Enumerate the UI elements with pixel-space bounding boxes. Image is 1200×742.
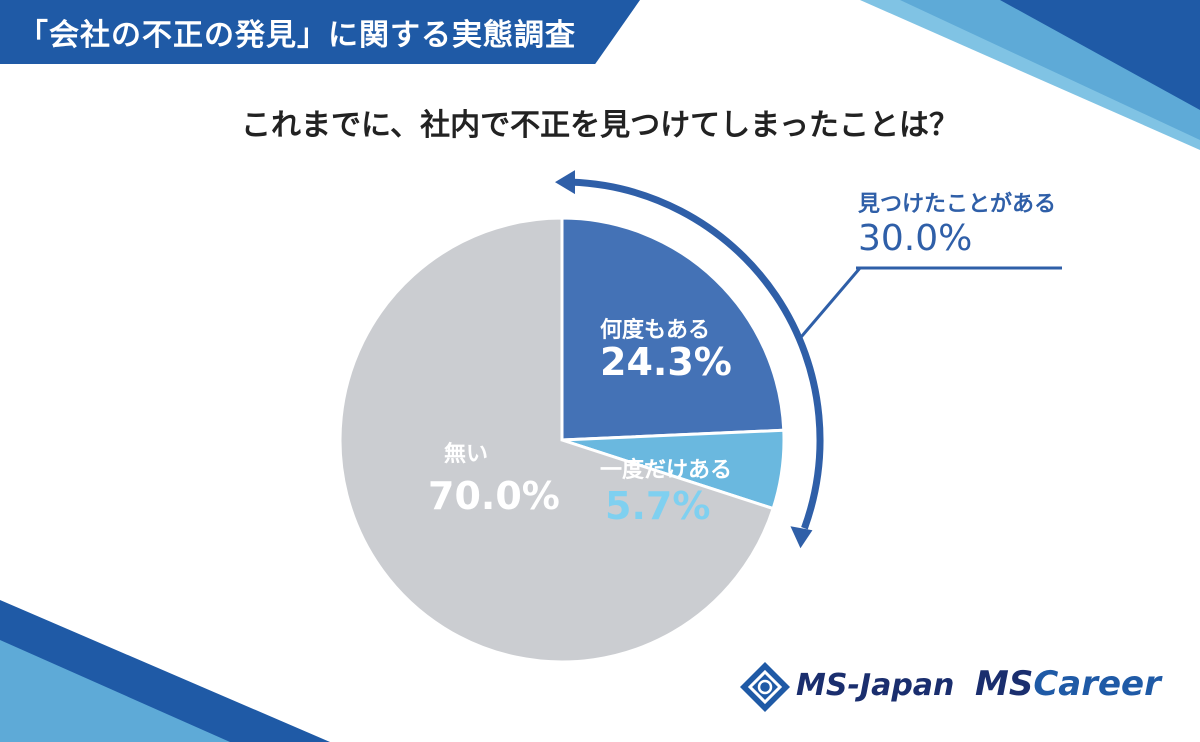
slice-none bbox=[338, 216, 776, 664]
slice-label-many: 何度もある bbox=[600, 318, 711, 343]
slice-label-once: 一度だけある bbox=[600, 458, 733, 483]
callout-arc bbox=[570, 178, 824, 530]
ms-career-logo-career: Career bbox=[1033, 664, 1161, 704]
slice-label-none: 無い bbox=[444, 442, 489, 467]
header-banner bbox=[0, 0, 640, 64]
slice-value-many: 24.3% bbox=[600, 340, 732, 384]
callout-leader-line bbox=[798, 267, 862, 340]
callout-label: 見つけたことがある bbox=[858, 192, 1057, 217]
ms-career-logo-ms: MS bbox=[975, 664, 1034, 704]
header-title: 「会社の不正の発見」に関する実態調査 bbox=[18, 18, 576, 53]
ms-japan-logo-icon bbox=[740, 662, 790, 712]
arrowhead-start bbox=[555, 170, 576, 195]
chart-question: これまでに、社内で不正を見つけてしまったことは？ bbox=[241, 108, 959, 143]
slice-value-none: 70.0% bbox=[428, 474, 560, 518]
slice-value-once: 5.7% bbox=[605, 484, 711, 528]
arrowhead-end bbox=[790, 526, 813, 549]
callout-value: 30.0% bbox=[858, 218, 973, 259]
ms-japan-logo-text: MS-Japan bbox=[796, 668, 955, 703]
ms-career-logo: MSCareer bbox=[975, 664, 1161, 704]
slice-many-times bbox=[560, 216, 786, 442]
